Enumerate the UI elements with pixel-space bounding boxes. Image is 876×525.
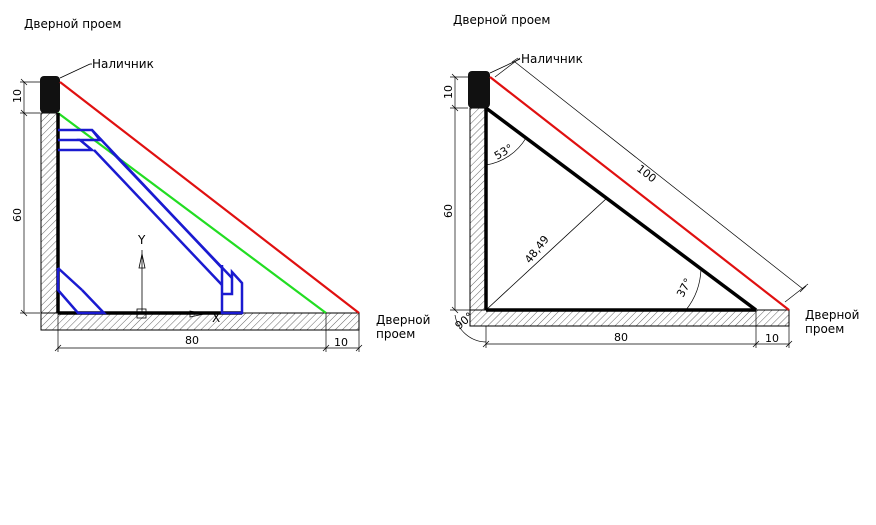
left-dim-80: 80 <box>185 334 199 347</box>
right-altitude-line <box>485 197 608 311</box>
left-green-line <box>57 112 327 314</box>
right-wall-horizontal <box>469 309 790 327</box>
right-dim-100: 100 <box>634 162 659 185</box>
left-blue-bracket <box>56 128 244 315</box>
right-angle-90-arc <box>454 314 487 343</box>
left-red-line <box>59 81 360 314</box>
right-red-line <box>489 76 790 311</box>
right-angle-53: 53° <box>492 142 515 163</box>
right-label-door-opening-top: Дверной проем <box>453 13 551 27</box>
right-label-door-opening-right-2: проем <box>805 322 844 336</box>
right-angle-53-arc <box>485 137 527 166</box>
right-wall-vertical <box>469 107 487 311</box>
right-angle-37-arc <box>685 268 702 311</box>
right-horizontal-dimensions <box>482 310 793 348</box>
left-vertical-dimensions <box>20 78 40 317</box>
right-angle-37: 37° <box>674 276 695 299</box>
left-dim-60: 60 <box>11 208 24 222</box>
left-dim-10-top: 10 <box>11 89 24 103</box>
right-dim-10-bottom: 10 <box>765 332 779 345</box>
left-ucs-icon <box>136 250 215 319</box>
right-dim-60: 60 <box>442 204 455 218</box>
right-dim-100-line <box>494 57 809 303</box>
left-axis-y: Y <box>137 233 146 247</box>
left-drawing: Дверной проем Наличник <box>11 17 430 352</box>
left-label-trim: Наличник <box>92 57 154 71</box>
right-black-triangle <box>484 106 758 312</box>
left-label-door-opening-right: Дверной <box>376 313 430 327</box>
right-dim-80: 80 <box>614 331 628 344</box>
left-trim-block <box>40 76 60 113</box>
left-wall-horizontal <box>40 312 360 331</box>
right-dim-10-top: 10 <box>442 85 455 99</box>
right-trim-block <box>468 71 490 108</box>
left-label-door-opening-top: Дверной проем <box>24 17 122 31</box>
right-label-trim: Наличник <box>521 52 583 66</box>
left-label-door-opening-right-2: проем <box>376 327 415 341</box>
right-label-door-opening-right: Дверной <box>805 308 859 322</box>
right-dim-48: 48,49 <box>522 233 552 266</box>
left-wall-vertical <box>40 112 58 314</box>
left-dim-10-bottom: 10 <box>334 336 348 349</box>
right-vertical-dimensions <box>450 73 470 314</box>
left-axis-x: X <box>212 311 220 325</box>
left-horizontal-dimensions <box>54 313 363 352</box>
right-drawing: Дверной проем Наличник 100 48,49 <box>442 13 859 348</box>
